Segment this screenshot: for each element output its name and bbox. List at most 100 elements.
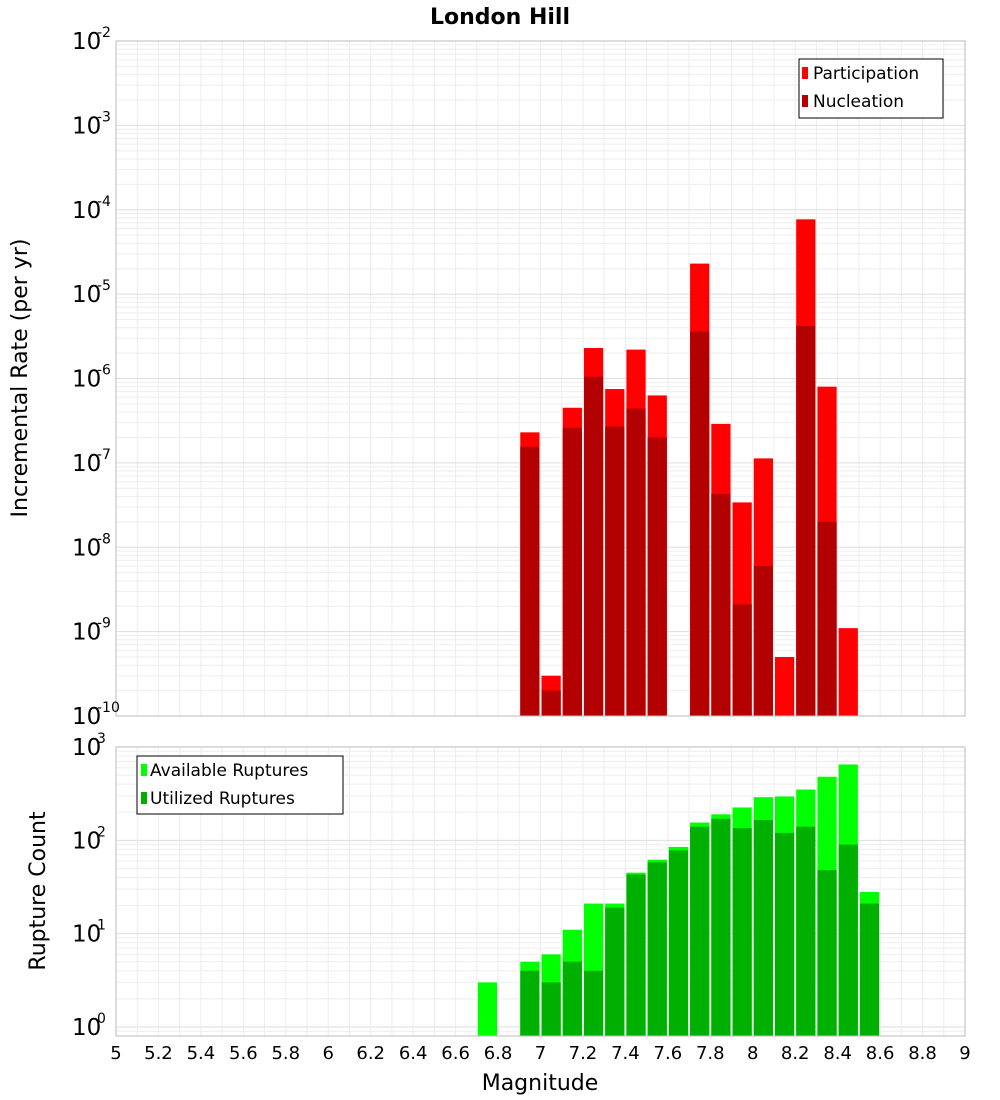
top-plot-frame	[115, 40, 966, 717]
x-tick-label: 8.4	[823, 1043, 852, 1064]
bar-utilized-ruptures-7-65	[668, 850, 689, 1036]
x-tick-label: 7.6	[654, 1043, 683, 1064]
bottom-y-tick-exponent: 3	[97, 731, 106, 747]
bar-utilized-ruptures-8-45	[838, 844, 858, 1036]
bar-nucleation-8-35	[817, 521, 837, 716]
top-y-tick-exponent: -7	[97, 447, 111, 463]
top-y-tick-exponent: -10	[97, 700, 120, 716]
bar-utilized-ruptures-7-15	[562, 961, 582, 1036]
bar-utilized-ruptures-8-25	[796, 826, 816, 1036]
bar-nucleation-7-95	[732, 604, 752, 716]
bottom-y-tick-exponent: 1	[97, 918, 106, 934]
top-legend-box	[798, 58, 944, 119]
bar-utilized-ruptures-7-35	[605, 907, 625, 1036]
legend-label-utilized: Utilized Ruptures	[150, 789, 295, 809]
top-y-ticks: 10-210-310-410-510-610-710-810-910-10	[72, 25, 120, 730]
x-tick-label: 9	[959, 1043, 970, 1064]
bar-nucleation-6-95	[520, 446, 540, 716]
top-y-tick-base: 10	[72, 282, 101, 308]
x-tick-label: 8.2	[781, 1043, 810, 1064]
top-y-tick-exponent: -8	[97, 531, 111, 547]
x-tick-label: 6.2	[356, 1043, 385, 1064]
bottom-y-tick-base: 10	[72, 1015, 101, 1041]
bottom-y-tick-exponent: 2	[97, 824, 106, 840]
x-tick-label: 6.8	[484, 1043, 513, 1064]
x-tick-label: 5	[110, 1043, 121, 1064]
x-tick-label: 6.4	[399, 1043, 428, 1064]
legend-label-nucleation: Nucleation	[813, 92, 904, 112]
bottom-y-tick-base: 10	[72, 735, 101, 761]
bottom-y-tick-base: 10	[72, 828, 101, 854]
top-y-tick-base: 10	[72, 198, 101, 224]
x-ticks: 5 5.2 5.4 5.6 5.8 6 6.2 6.4 6.6 6.8 7 7.2 7.4 7.6 7.8 8…	[110, 1043, 970, 1064]
bar-utilized-ruptures-7-55	[647, 862, 667, 1036]
top-y-tick-exponent: -4	[97, 194, 111, 210]
legend-swatch-participation	[802, 67, 808, 79]
top-bars	[520, 219, 858, 717]
bar-utilized-ruptures-7-85	[711, 818, 731, 1036]
bar-utilized-ruptures-8-55	[859, 903, 880, 1036]
bar-utilized-ruptures-7-05	[541, 982, 561, 1036]
x-tick-label: 5.4	[187, 1043, 216, 1064]
bar-nucleation-7-15	[562, 427, 582, 716]
bottom-legend: Available Ruptures Utilized Ruptures	[136, 755, 344, 815]
x-axis-label: Magnitude	[482, 1071, 599, 1096]
bar-utilized-ruptures-7-25	[583, 970, 604, 1036]
bottom-plot-frame	[115, 746, 966, 1037]
bar-nucleation-7-85	[711, 493, 731, 716]
bar-utilized-ruptures-7-45	[626, 874, 646, 1036]
x-tick-label: 7.2	[569, 1043, 598, 1064]
bar-nucleation-8-05	[753, 565, 773, 716]
bar-nucleation-7-05	[541, 690, 561, 716]
top-y-tick-exponent: -6	[97, 363, 111, 379]
top-y-axis-label: Incremental Rate (per yr)	[8, 239, 33, 518]
bottom-y-axis-label: Rupture Count	[26, 811, 51, 971]
bar-nucleation-7-35	[605, 426, 625, 716]
x-tick-label: 7.4	[611, 1043, 640, 1064]
bar-utilized-ruptures-7-75	[690, 826, 710, 1036]
top-legend: Participation Nucleation	[798, 58, 944, 119]
bar-nucleation-8-25	[796, 325, 816, 716]
top-y-tick-base: 10	[72, 29, 101, 55]
bottom-bars	[477, 764, 880, 1036]
x-tick-label: 8	[747, 1043, 758, 1064]
bar-utilized-ruptures-7-95	[732, 828, 752, 1036]
x-tick-label: 5.8	[271, 1043, 300, 1064]
top-y-tick-base: 10	[72, 535, 101, 561]
top-y-tick-exponent: -2	[97, 25, 111, 41]
x-tick-label: 8.6	[866, 1043, 895, 1064]
top-grid	[115, 41, 966, 717]
chart-title: London Hill	[430, 5, 570, 30]
bar-participation-8-45	[838, 628, 858, 716]
x-tick-label: 8.8	[908, 1043, 937, 1064]
bar-available-ruptures-6-75	[477, 982, 498, 1036]
x-tick-label: 6.6	[441, 1043, 470, 1064]
bar-nucleation-7-55	[647, 437, 667, 716]
bar-utilized-ruptures-6-95	[520, 970, 540, 1036]
bar-participation-8-15	[774, 657, 795, 716]
top-y-tick-exponent: -9	[97, 616, 111, 632]
bar-utilized-ruptures-8-05	[753, 820, 773, 1036]
legend-label-available: Available Ruptures	[150, 761, 308, 781]
top-y-tick-exponent: -5	[97, 278, 111, 294]
top-y-tick-base: 10	[72, 367, 101, 393]
x-tick-label: 5.2	[144, 1043, 173, 1064]
legend-swatch-utilized	[141, 792, 147, 804]
bottom-y-tick-base: 10	[72, 922, 101, 948]
legend-label-participation: Participation	[813, 64, 919, 84]
bottom-legend-box	[136, 755, 344, 815]
bar-nucleation-7-25	[583, 376, 604, 716]
bar-nucleation-7-75	[690, 331, 710, 716]
top-y-tick-exponent: -3	[97, 109, 111, 125]
legend-swatch-available	[141, 764, 147, 776]
x-tick-label: 5.6	[229, 1043, 258, 1064]
top-y-tick-base: 10	[72, 113, 101, 139]
top-y-tick-base: 10	[72, 704, 101, 730]
bar-utilized-ruptures-8-35	[817, 870, 837, 1036]
x-tick-label: 7	[535, 1043, 546, 1064]
bottom-y-tick-exponent: 0	[97, 1011, 106, 1027]
bar-nucleation-7-45	[626, 408, 646, 716]
x-tick-label: 6	[323, 1043, 334, 1064]
